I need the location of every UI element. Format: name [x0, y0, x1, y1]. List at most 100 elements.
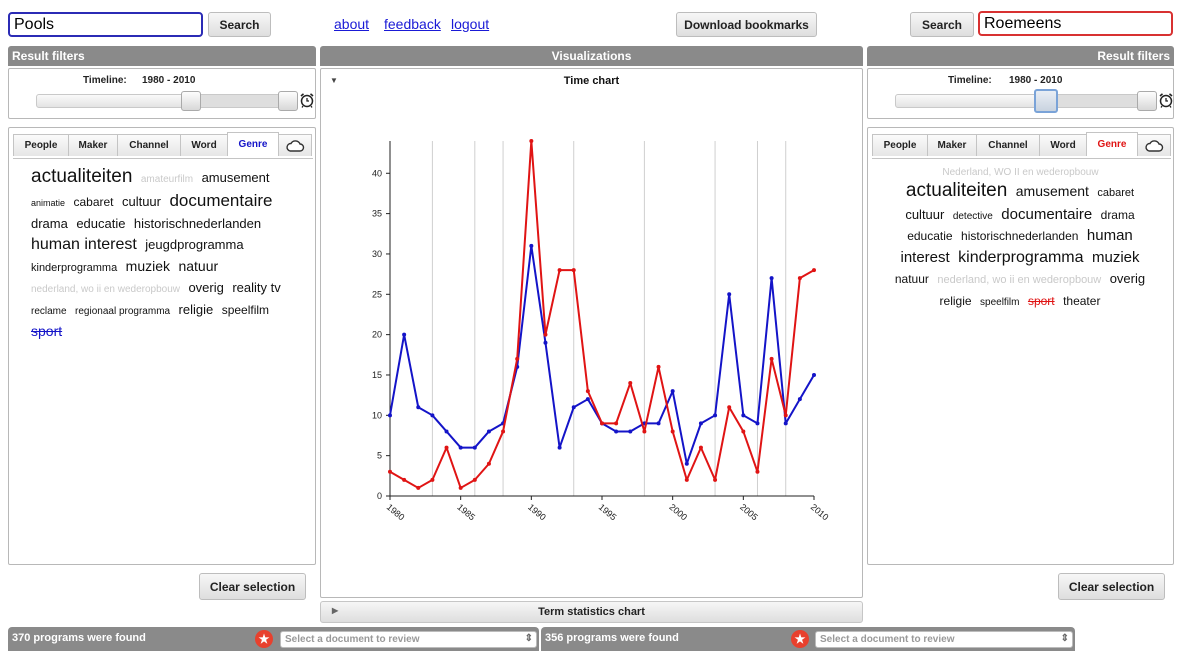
term-statistics-bar[interactable]: ▶ Term statistics chart [320, 601, 863, 623]
alarm-clock-icon[interactable] [1158, 92, 1174, 108]
data-point [515, 356, 520, 361]
select-arrows-icon: ⇕ [524, 633, 533, 644]
timeline-label: Timeline: [948, 75, 992, 86]
genre-tag[interactable]: regionaal programma [75, 305, 171, 317]
tab-word[interactable]: Word [1039, 134, 1087, 156]
genre-tag[interactable]: reality tv [232, 280, 281, 296]
download-bookmarks-button[interactable]: Download bookmarks [676, 12, 817, 37]
genre-tag[interactable]: interest [900, 248, 950, 266]
genre-tag[interactable]: animatie [31, 197, 66, 208]
data-point [444, 429, 449, 434]
left-search-input[interactable] [8, 12, 203, 37]
tab-channel[interactable]: Channel [976, 134, 1040, 156]
about-link[interactable]: about [334, 16, 370, 32]
data-point [797, 276, 802, 281]
genre-tag[interactable]: actualiteiten [905, 180, 1008, 201]
genre-tag[interactable]: muziek [1091, 248, 1140, 266]
tab-channel[interactable]: Channel [117, 134, 181, 156]
right-clear-selection-button[interactable]: Clear selection [1058, 573, 1165, 600]
genre-tag[interactable]: cultuur [905, 206, 945, 222]
genre-tag[interactable]: natuur [178, 257, 219, 274]
genre-tag[interactable]: historischnederlanden [133, 215, 262, 231]
right-timeline-end-handle[interactable] [1137, 91, 1157, 111]
cloud-icon [1145, 139, 1164, 152]
collapse-arrow-icon[interactable]: ▼ [330, 76, 338, 85]
genre-tag[interactable]: drama [31, 215, 68, 231]
left-timeline-end-handle[interactable] [278, 91, 298, 111]
genre-tag[interactable]: actualiteiten [31, 166, 133, 187]
tab-cloud[interactable] [1137, 134, 1171, 156]
right-timeline-start-handle[interactable] [1034, 89, 1058, 113]
genre-tag[interactable]: human [1086, 227, 1133, 245]
tab-cloud[interactable] [278, 134, 312, 156]
tab-genre[interactable]: Genre [1086, 132, 1138, 156]
logout-link[interactable]: logout [451, 16, 490, 32]
genre-tag[interactable]: cabaret [73, 194, 114, 209]
tab-word[interactable]: Word [180, 134, 228, 156]
genre-tag[interactable]: overig [1109, 271, 1146, 287]
right-document-select[interactable]: Select a document to review ⇕ [815, 631, 1073, 648]
data-point [797, 397, 802, 402]
genre-tag[interactable]: educatie [907, 229, 953, 244]
genre-tag[interactable]: overig [188, 280, 224, 296]
bookmark-star-icon[interactable]: ★ [791, 630, 809, 648]
genre-tag[interactable]: detective [952, 210, 993, 222]
genre-tag[interactable]: kinderprogramma [958, 248, 1084, 266]
left-clear-selection-button[interactable]: Clear selection [199, 573, 306, 600]
left-facet-box: People Maker Channel Word Genre actualit… [8, 127, 316, 565]
genre-tag[interactable]: documentaire [169, 190, 273, 210]
genre-tag[interactable]: speelfilm [221, 302, 270, 317]
genre-tag[interactable]: drama [1100, 207, 1135, 222]
x-tick-label: 1980 [385, 502, 407, 523]
genre-tag[interactable]: educatie [76, 215, 126, 231]
genre-tag[interactable]: theater [1063, 294, 1101, 309]
genre-tag[interactable]: reclame [31, 305, 67, 317]
series-line [389, 140, 815, 489]
feedback-link[interactable]: feedback [384, 16, 441, 32]
alarm-clock-icon[interactable] [299, 92, 315, 108]
x-tick-label: 1995 [597, 502, 619, 523]
x-tick-label: 1985 [455, 502, 477, 523]
expand-arrow-icon[interactable]: ▶ [332, 606, 339, 615]
genre-tag[interactable]: speelfilm [980, 297, 1020, 309]
tab-genre[interactable]: Genre [227, 132, 279, 156]
genre-tag[interactable]: cultuur [121, 193, 161, 209]
genre-tag[interactable]: natuur [894, 272, 929, 287]
right-search-input[interactable] [978, 11, 1173, 36]
genre-tag[interactable]: amusement [1015, 183, 1089, 199]
data-point [486, 429, 491, 434]
genre-tag[interactable]: cabaret [1097, 187, 1135, 199]
genre-tag[interactable]: nederland, wo ii en wederopbouw [31, 284, 180, 296]
genre-tag[interactable]: sport [31, 322, 63, 339]
data-point [501, 429, 506, 434]
left-timeline-slider[interactable] [36, 94, 298, 108]
genre-tag[interactable]: jeugdprogramma [145, 237, 244, 253]
genre-tag[interactable]: amateurfilm [140, 174, 194, 185]
right-results-count: 356 programs were found [545, 632, 679, 644]
left-search-button[interactable]: Search [208, 12, 271, 37]
right-search-button[interactable]: Search [910, 12, 974, 37]
data-point [557, 268, 562, 273]
data-point [684, 461, 689, 466]
genre-tag[interactable]: nederland, wo ii en wederopbouw [937, 274, 1102, 287]
genre-tag[interactable]: amusement [201, 170, 270, 185]
left-facet-tabs: People Maker Channel Word Genre [13, 132, 312, 156]
x-tick-label: 2010 [809, 502, 831, 523]
genre-tag[interactable]: sport [1027, 294, 1055, 309]
genre-tag[interactable]: muziek [125, 257, 171, 274]
data-point [543, 340, 548, 345]
genre-tag[interactable]: religie [178, 301, 214, 317]
tab-people[interactable]: People [13, 134, 69, 156]
bookmark-star-icon[interactable]: ★ [255, 630, 273, 648]
genre-tag[interactable]: kinderprogramma [31, 261, 118, 274]
left-document-select[interactable]: Select a document to review ⇕ [280, 631, 537, 648]
right-timeline-slider[interactable] [895, 94, 1157, 108]
left-timeline-start-handle[interactable] [181, 91, 201, 111]
genre-tag[interactable]: religie [939, 294, 972, 309]
genre-tag[interactable]: documentaire [1001, 205, 1093, 223]
tab-maker[interactable]: Maker [927, 134, 977, 156]
tab-maker[interactable]: Maker [68, 134, 118, 156]
genre-tag[interactable]: human interest [31, 236, 137, 254]
genre-tag[interactable]: historischnederlanden [961, 229, 1079, 244]
tab-people[interactable]: People [872, 134, 928, 156]
